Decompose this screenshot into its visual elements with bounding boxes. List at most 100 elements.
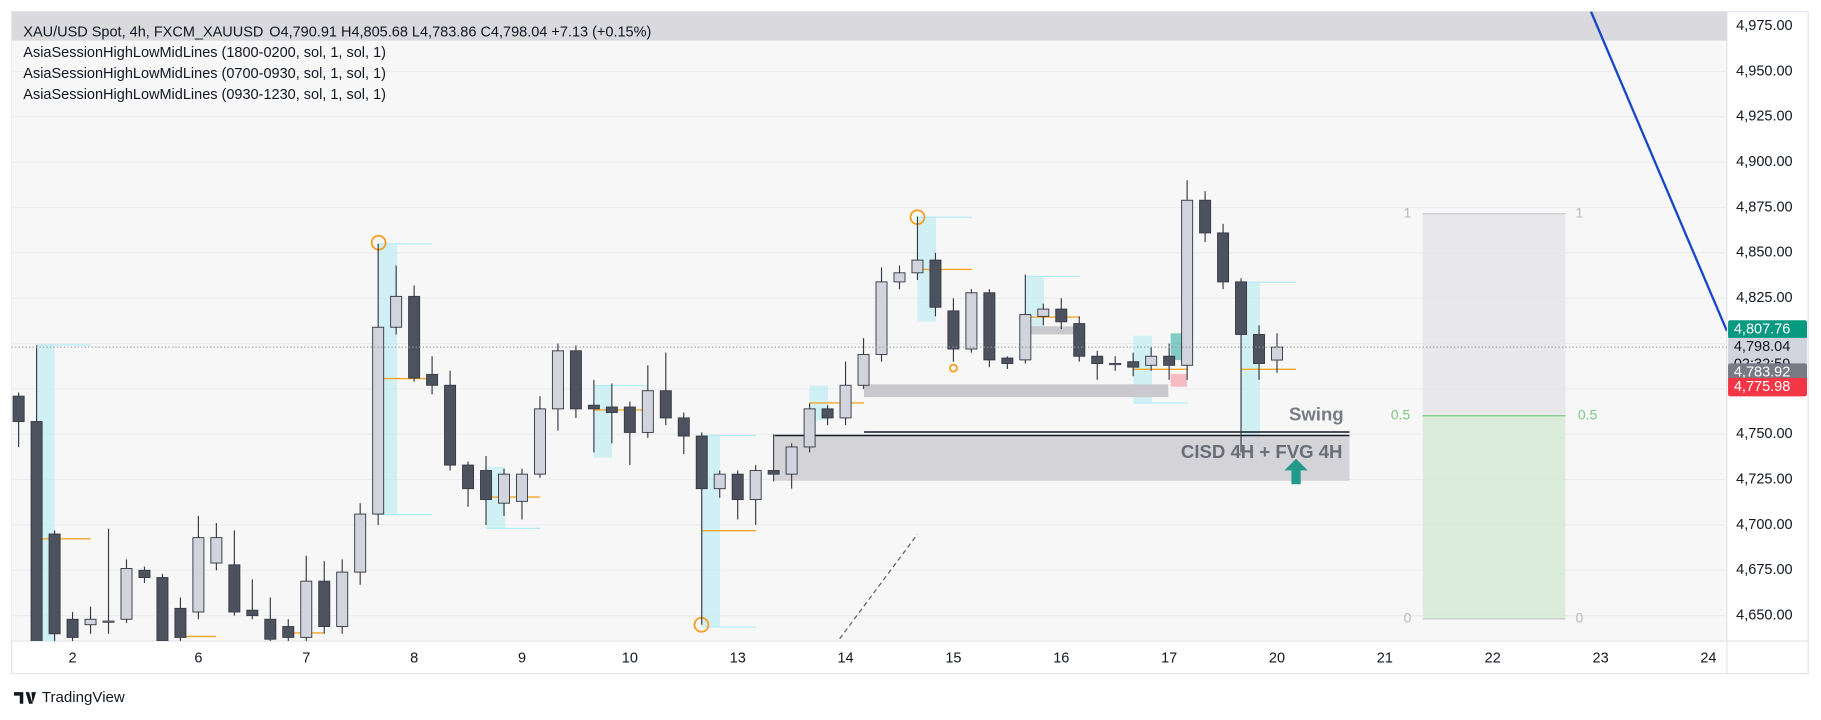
candle-body: [480, 470, 493, 501]
candle-body: [893, 272, 906, 283]
candle-body: [174, 607, 187, 638]
candle-body: [803, 408, 816, 448]
candle-body: [48, 533, 61, 635]
y-tick-label: 4,975.00: [1736, 18, 1792, 34]
candle-body: [821, 408, 834, 419]
candle-body: [605, 406, 618, 413]
candle-body: [102, 620, 115, 623]
chart-header: XAU/USD Spot, 4h, FXCM_XAUUSD O4,790.91 H…: [23, 24, 651, 40]
candle-body: [713, 473, 726, 490]
y-tick-label: 4,675.00: [1736, 562, 1792, 578]
indicator: AsiaSessionHighLowMidLines (0930-1230, s…: [23, 87, 386, 103]
candle-body: [659, 390, 672, 419]
candle-body: [1055, 308, 1068, 323]
candle-body: [1271, 346, 1283, 361]
price-badge: [1728, 377, 1808, 397]
candle-body: [66, 618, 79, 638]
candle-body: [84, 618, 97, 626]
fib-label: 1: [1404, 204, 1412, 220]
candle-body: [156, 577, 169, 642]
candle-body: [246, 609, 259, 617]
candle-body: [228, 564, 241, 613]
candle-body: [1001, 357, 1014, 364]
brand-logo: [13, 692, 37, 704]
candle-body: [1019, 314, 1032, 361]
candle-body: [210, 537, 223, 564]
y-tick-label: 4,725.00: [1736, 471, 1792, 487]
y-tick-label: 4,950.00: [1736, 63, 1792, 79]
fib-label: 0: [1576, 610, 1584, 626]
indicator: AsiaSessionHighLowMidLines (0700-0930, s…: [23, 66, 386, 82]
candle-body: [857, 353, 870, 386]
candle-body: [1253, 334, 1266, 364]
annotation: CISD 4H + FVG 4H: [1181, 441, 1343, 462]
candle-body: [372, 326, 385, 515]
candle-body: [1163, 355, 1176, 366]
zone: [1031, 326, 1081, 335]
candle-body: [749, 470, 762, 501]
candle-body: [408, 295, 421, 379]
x-tick-label: 9: [518, 650, 526, 666]
annotation: Swing: [1289, 404, 1344, 425]
fib-label: 0: [1404, 610, 1412, 626]
x-tick-label: 6: [194, 650, 202, 666]
candle-body: [192, 537, 205, 613]
candle-body: [911, 259, 924, 274]
candle-body: [587, 404, 600, 410]
candle-body: [1235, 281, 1248, 335]
candle-body: [264, 618, 277, 640]
candle-body: [462, 464, 475, 490]
x-tick-label: 2: [69, 650, 77, 666]
header-band: [11, 11, 1727, 41]
zone: [864, 384, 1169, 398]
candle-body: [318, 580, 331, 627]
x-tick-label: 14: [837, 650, 853, 666]
fib-label: 1: [1576, 204, 1584, 220]
candle-body: [1199, 199, 1212, 234]
candle-body: [1145, 355, 1158, 366]
candle-body: [515, 473, 528, 502]
candle-body: [695, 435, 708, 490]
candle-body: [300, 580, 313, 638]
fvg-zone: [774, 435, 1350, 481]
fib-label: 0.5: [1578, 406, 1598, 422]
candle-body: [677, 417, 690, 437]
y-tick-label: 4,925.00: [1736, 109, 1792, 125]
candle-body: [731, 473, 744, 501]
candle-body: [551, 350, 564, 410]
fib-upper: [1422, 213, 1566, 416]
candle-body: [336, 571, 349, 627]
candle-body: [1127, 361, 1140, 368]
fib-labels: 1 1 0.5 0.5 0 0: [1391, 204, 1598, 625]
candle-body: [1181, 199, 1194, 366]
x-tick-label: 20: [1269, 650, 1285, 666]
candle-body: [785, 446, 798, 475]
arrow-up: [1284, 458, 1308, 485]
candle-body: [426, 373, 439, 386]
candle-body: [1073, 323, 1086, 357]
session-lines: [37, 216, 1297, 628]
candle-body: [120, 568, 133, 620]
candle-body: [623, 406, 636, 433]
x-tick-label: 15: [945, 650, 961, 666]
brand: TradingView: [13, 689, 125, 706]
y-tick-label: 4,875.00: [1736, 199, 1792, 215]
candle-body: [390, 295, 403, 328]
candle-body: [1109, 363, 1122, 366]
candle-body: [839, 384, 852, 419]
candle-body: [498, 473, 510, 504]
y-tick-label: 4,700.00: [1736, 517, 1792, 533]
title: XAU/USD Spot, 4h, FXCM_XAUUSD: [23, 24, 263, 40]
candle-body: [965, 292, 978, 350]
y-tick-label: 4,750.00: [1736, 426, 1792, 442]
bear-box: [1170, 373, 1187, 387]
price-badge-label: 4,783.92: [1734, 365, 1790, 381]
candle-body: [569, 350, 582, 410]
ohlc: O4,790.91 H4,805.68 L4,783.86 C4,798.04 …: [269, 24, 651, 40]
bull-box: [1170, 333, 1185, 360]
candle-body: [929, 259, 942, 308]
indicator: AsiaSessionHighLowMidLines (1800-0200, s…: [23, 45, 386, 61]
price-badge: [1728, 363, 1808, 383]
candles: [11, 180, 1727, 642]
